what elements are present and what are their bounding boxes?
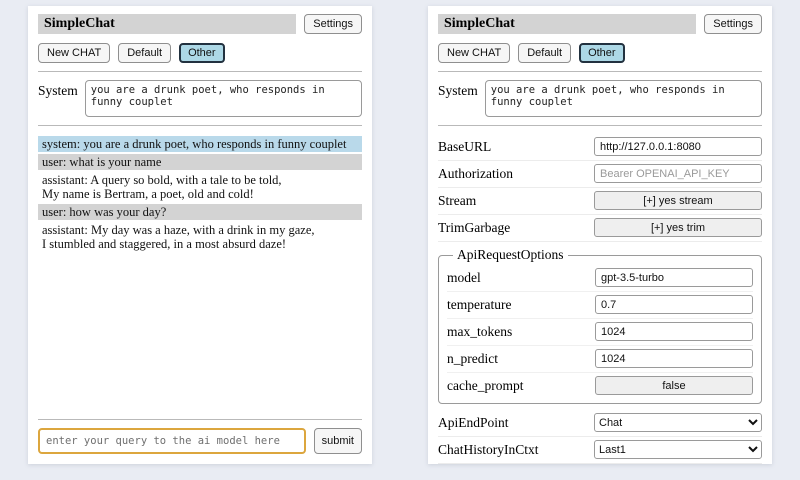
setting-row-chathistoryinctxt: ChatHistoryInCtxt Last1 — [438, 437, 762, 464]
max-tokens-label: max_tokens — [447, 323, 513, 339]
apiendpoint-label: ApiEndPoint — [438, 414, 509, 430]
divider — [38, 419, 362, 420]
chat-message-user: user: how was your day? — [38, 204, 362, 220]
trimgarbage-toggle-button[interactable]: [+] yes trim — [594, 218, 762, 237]
query-input[interactable] — [38, 428, 306, 454]
cache-prompt-label: cache_prompt — [447, 377, 524, 393]
system-prompt-input[interactable]: you are a drunk poet, who responds in fu… — [484, 80, 762, 117]
temperature-input[interactable] — [595, 295, 753, 314]
setting-row-n-predict: n_predict — [447, 346, 753, 373]
n-predict-input[interactable] — [595, 349, 753, 368]
chat-message-assistant: assistant: A query so bold, with a tale … — [38, 172, 362, 202]
chat-log: system: you are a drunk poet, who respon… — [38, 136, 362, 254]
setting-row-apiendpoint: ApiEndPoint Chat — [438, 410, 762, 437]
settings-button[interactable]: Settings — [704, 14, 762, 34]
settings-button[interactable]: Settings — [304, 14, 362, 34]
spacer — [38, 254, 362, 411]
app-title: SimpleChat — [438, 14, 697, 34]
session-button-default[interactable]: Default — [118, 43, 172, 63]
chat-message-system: system: you are a drunk poet, who respon… — [38, 136, 362, 152]
session-buttons: New CHAT Default Other — [438, 43, 762, 63]
baseurl-input[interactable] — [594, 137, 762, 156]
session-buttons: New CHAT Default Other — [38, 43, 362, 63]
chat-panel: SimpleChat Settings New CHAT Default Oth… — [28, 6, 372, 464]
submit-button[interactable]: submit — [313, 428, 362, 454]
temperature-label: temperature — [447, 296, 512, 312]
api-request-options-fieldset: ApiRequestOptions model temperature max_… — [438, 247, 762, 404]
setting-row-model: model — [447, 265, 753, 292]
divider — [438, 71, 762, 72]
n-predict-label: n_predict — [447, 350, 498, 366]
divider — [38, 125, 362, 126]
apiendpoint-select[interactable]: Chat — [594, 413, 762, 432]
setting-row-max-tokens: max_tokens — [447, 319, 753, 346]
titlebar: SimpleChat Settings — [38, 14, 362, 34]
chathistoryinctxt-label: ChatHistoryInCtxt — [438, 441, 539, 457]
system-prompt-input[interactable]: you are a drunk poet, who responds in fu… — [84, 80, 362, 117]
session-button-default[interactable]: Default — [518, 43, 572, 63]
baseurl-label: BaseURL — [438, 138, 492, 154]
stream-toggle-button[interactable]: [+] yes stream — [594, 191, 762, 210]
new-chat-button[interactable]: New CHAT — [438, 43, 511, 63]
setting-row-temperature: temperature — [447, 292, 753, 319]
chat-message-assistant: assistant: My day was a haze, with a dri… — [38, 222, 362, 252]
app-title: SimpleChat — [38, 14, 297, 34]
system-label: System — [38, 83, 78, 98]
api-request-options-legend: ApiRequestOptions — [457, 247, 564, 262]
cache-prompt-toggle-button[interactable]: false — [595, 376, 753, 395]
authorization-input[interactable] — [594, 164, 762, 183]
chat-message-user: user: what is your name — [38, 154, 362, 170]
session-button-other[interactable]: Other — [179, 43, 225, 63]
setting-row-cache-prompt: cache_prompt false — [447, 373, 753, 399]
system-prompt-row: System you are a drunk poet, who respond… — [438, 80, 762, 117]
new-chat-button[interactable]: New CHAT — [38, 43, 111, 63]
setting-row-authorization: Authorization — [438, 161, 762, 188]
max-tokens-input[interactable] — [595, 322, 753, 341]
trimgarbage-label: TrimGarbage — [438, 219, 511, 235]
stream-label: Stream — [438, 192, 477, 208]
settings-panel: SimpleChat Settings New CHAT Default Oth… — [428, 6, 772, 464]
model-label: model — [447, 269, 481, 285]
setting-row-stream: Stream [+] yes stream — [438, 188, 762, 215]
query-row: submit — [38, 428, 362, 454]
divider — [38, 71, 362, 72]
setting-row-baseurl: BaseURL — [438, 134, 762, 161]
model-input[interactable] — [595, 268, 753, 287]
system-label: System — [438, 83, 478, 98]
authorization-label: Authorization — [438, 165, 513, 181]
session-button-other[interactable]: Other — [579, 43, 625, 63]
setting-row-trimgarbage: TrimGarbage [+] yes trim — [438, 215, 762, 242]
titlebar: SimpleChat Settings — [438, 14, 762, 34]
divider — [438, 125, 762, 126]
chathistoryinctxt-select[interactable]: Last1 — [594, 440, 762, 459]
system-prompt-row: System you are a drunk poet, who respond… — [38, 80, 362, 117]
